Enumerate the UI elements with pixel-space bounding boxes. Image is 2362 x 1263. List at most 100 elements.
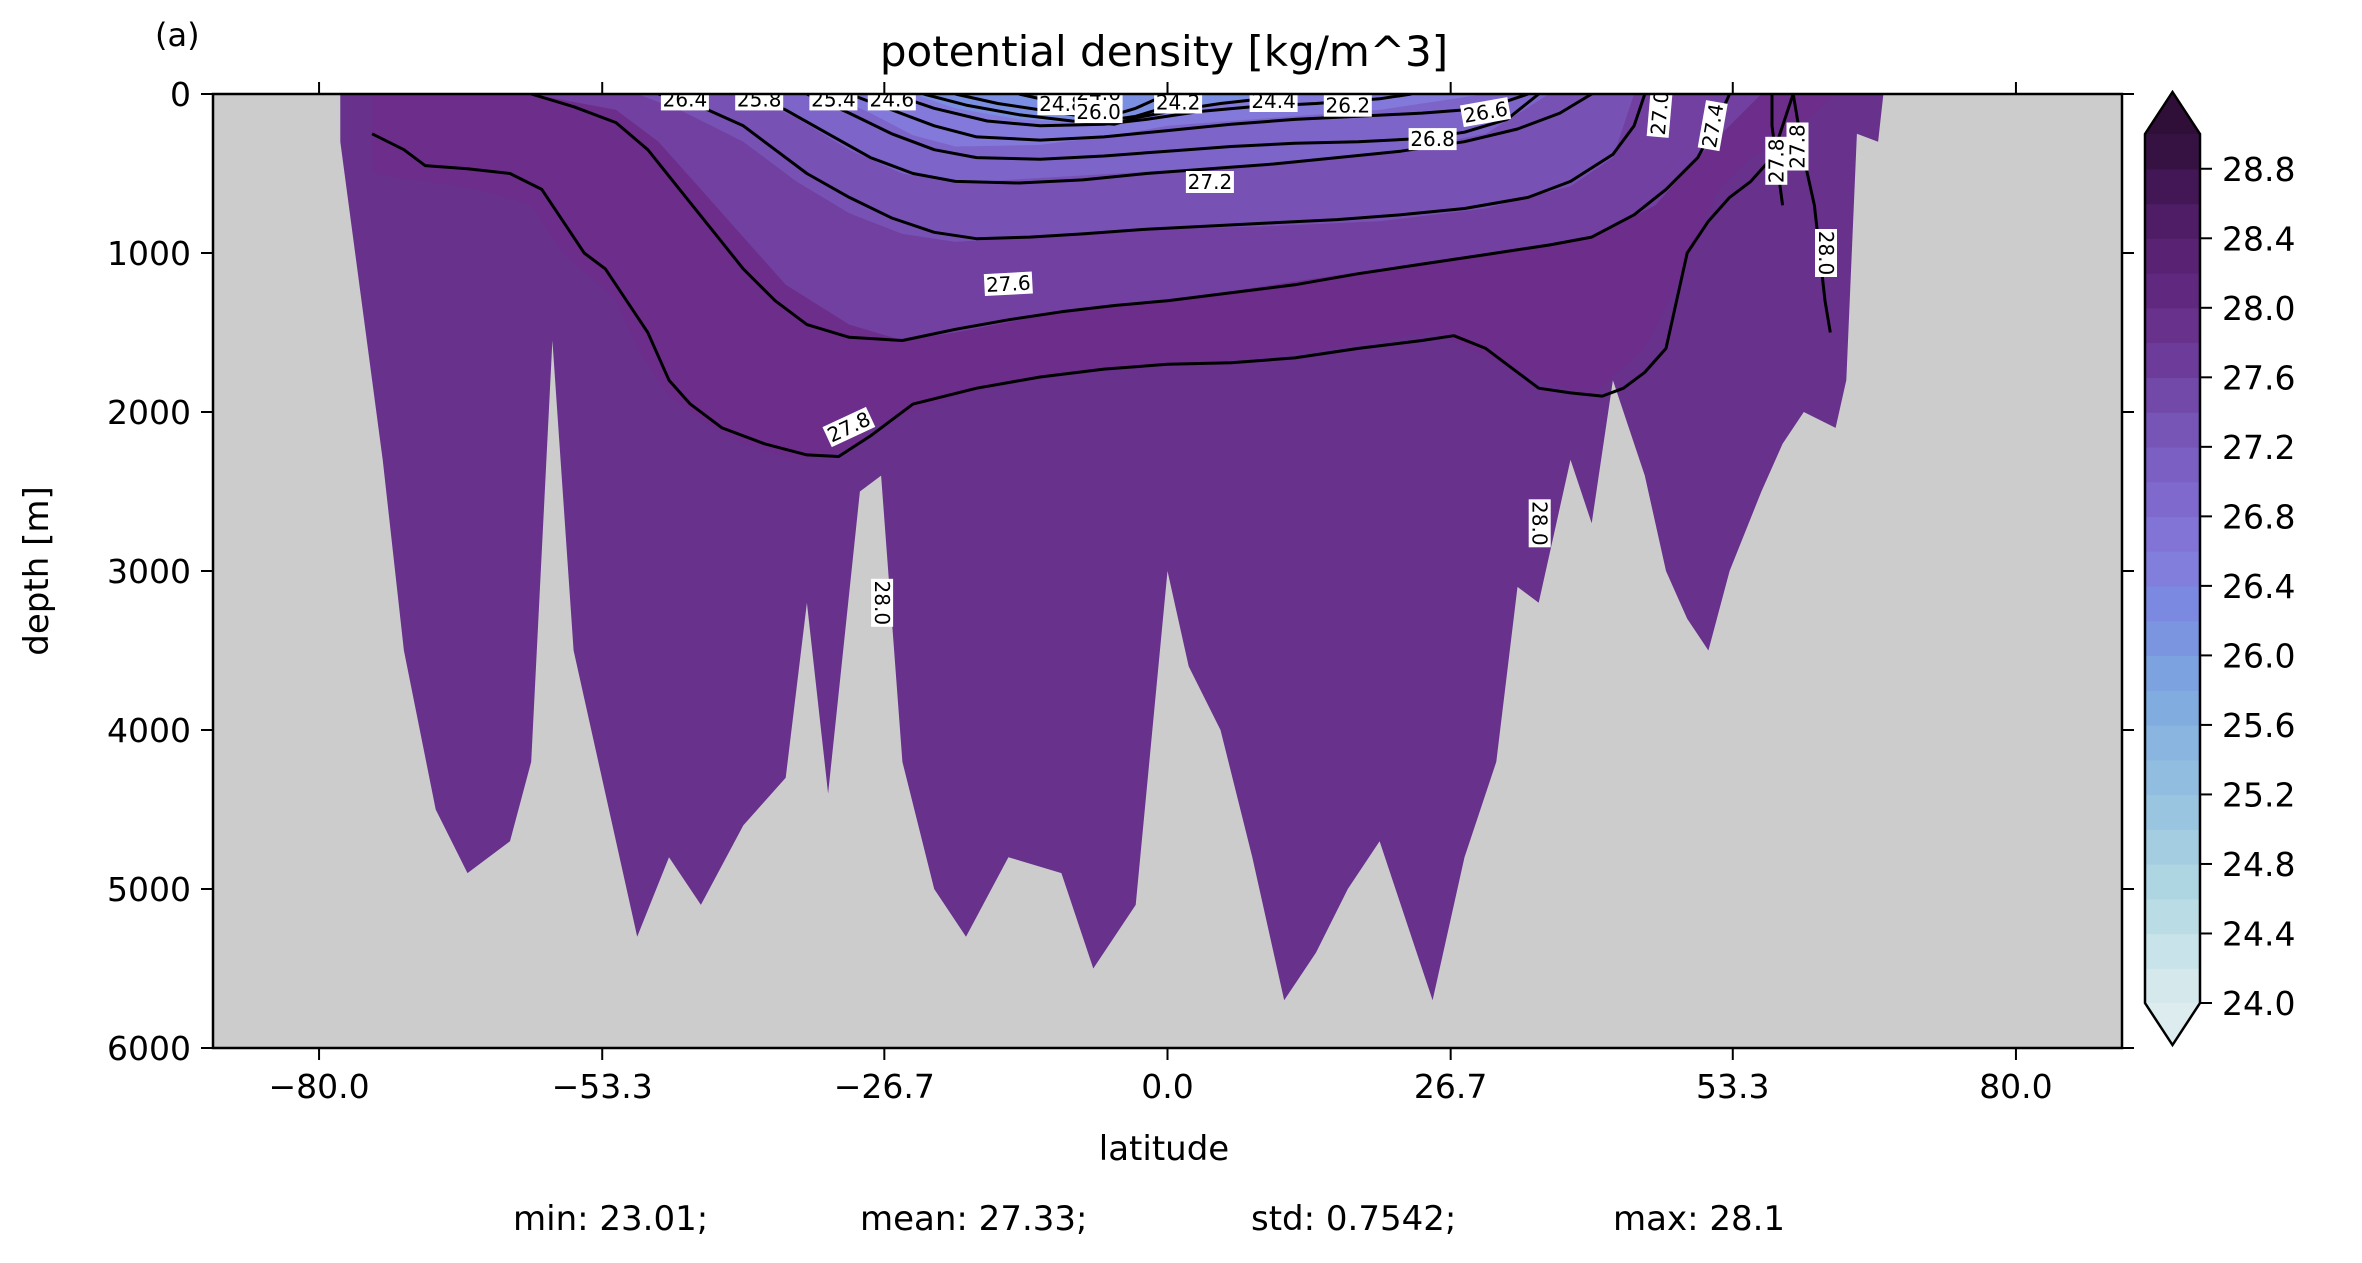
contour-label-bg (871, 578, 894, 627)
contour-label-3: 24.6 (867, 87, 916, 111)
contour-label-7: 24.2 (1154, 91, 1203, 115)
contour-label-0: 26.4 (660, 87, 709, 111)
contour-label-bg (1815, 229, 1837, 277)
chart-title: potential density [kg/m^3] (880, 27, 1448, 76)
contour-label-bg (1037, 94, 1086, 116)
colorbar-segment (2145, 898, 2200, 935)
contour-label-bg (1765, 136, 1788, 185)
x-axis-label: latitude (1099, 1129, 1229, 1169)
contour-27-6-1 (530, 94, 1731, 342)
colorbar-segment (2145, 794, 2200, 830)
contour-label-text: 28.0 (870, 581, 894, 626)
contour-label-5: 26.0 (1074, 100, 1123, 124)
colorbar-segment (2145, 690, 2200, 726)
colorbar-segment (2145, 377, 2200, 413)
y-tick-label: 1000 (107, 234, 191, 273)
contour-label-8: 24.4 (1249, 89, 1298, 113)
contour-label-text: 26.2 (1326, 94, 1371, 118)
contour-label-text: 27.8 (1786, 124, 1810, 169)
contour-label-text: 27.2 (1188, 170, 1233, 194)
contour-label-text: 27.0 (1646, 90, 1674, 136)
colorbar-segment (2145, 551, 2200, 587)
contour-label-12: 27.2 (1185, 170, 1234, 194)
contour-26-6-5 (848, 94, 1529, 142)
colorbar-segment (2145, 759, 2200, 796)
contour-label-bg (1459, 97, 1512, 128)
contour-label-text: 28.0 (1528, 501, 1552, 546)
contour-label-bg (1074, 94, 1123, 104)
contour-label-text: 26.8 (1410, 127, 1455, 151)
colorbar-segment (2145, 481, 2200, 517)
colorbar: 24.0 24.4 24.8 25.2 25.6 26.0 26.4 26.8 27.2 27.6… (2143, 89, 2295, 1048)
x-tick-label: 0.0 (1141, 1067, 1193, 1106)
contour-label-bg (1323, 94, 1372, 117)
contour-label-bg (867, 94, 916, 111)
x-axis: −80.0 −53.3 −26.7 0.0 26.7 53.3 80.0 (268, 82, 2053, 1106)
contour-label-text: 27.6 (985, 271, 1031, 297)
contour-label-text: 24.6 (870, 87, 915, 111)
contour-label-text: 24.2 (1156, 91, 1201, 115)
colorbar-extend-max (2145, 92, 2200, 134)
x-tick-label: −26.7 (834, 1067, 935, 1106)
contour-label-bg (1249, 94, 1298, 112)
contour-label-text: 24.4 (1251, 89, 1296, 113)
colorbar-segment (2145, 446, 2200, 483)
y-tick-label: 4000 (107, 711, 191, 750)
colorbar-tick-label: 26.8 (2222, 497, 2295, 536)
colorbar-tick-label: 24.0 (2222, 984, 2295, 1023)
colorbar-segment (2145, 412, 2200, 448)
contour-26-0-7 (923, 94, 1296, 126)
y-tick-label: 2000 (107, 393, 191, 432)
colorbar-segment (2145, 273, 2200, 309)
colorbar-segment (2145, 307, 2200, 344)
colorbar-segment (2145, 829, 2200, 865)
colorbar-tick-label: 26.4 (2222, 567, 2295, 606)
y-tick-label: 3000 (107, 552, 191, 591)
colorbar-tick-label: 24.4 (2222, 914, 2295, 953)
stat-mean: mean: 27.33; (860, 1199, 1087, 1239)
contour-label-text: 25.4 (811, 87, 856, 111)
contour-label-bg (1074, 101, 1123, 124)
contour-label-text: 26.4 (663, 87, 708, 111)
x-tick-label: 80.0 (1979, 1067, 2052, 1106)
colorbar-tick-label: 28.4 (2222, 219, 2295, 258)
contour-label-bg (809, 94, 858, 111)
contour-label-text: 27.8 (1764, 139, 1788, 184)
plot-area: 26.4 25.8 25.4 24.6 24.826.024.6 24.2 24.4 26.2… (213, 87, 2122, 1048)
contour-label-13: 27.6 (983, 271, 1033, 297)
contour-labels: 26.4 25.8 25.4 24.6 24.826.024.6 24.2 24.4 26.2… (660, 87, 1838, 627)
y-tick-label: 5000 (107, 870, 191, 909)
colorbar-tick-label: 28.0 (2222, 289, 2295, 328)
contour-label-bg (983, 271, 1033, 297)
contour-label-bg (1697, 100, 1728, 152)
colorbar-tick-label: 24.8 (2222, 845, 2295, 884)
colorbar-tick-label: 27.2 (2222, 428, 2295, 467)
colorbar-segment (2145, 203, 2200, 239)
contour-label-bg (735, 94, 784, 111)
x-tick-label: −80.0 (268, 1067, 369, 1106)
colorbar-tick-label: 25.6 (2222, 706, 2295, 745)
contour-label-9: 26.2 (1323, 94, 1372, 118)
colorbar-segment (2145, 168, 2200, 205)
contour-label-4: 24.8 (1037, 94, 1086, 116)
contour-27-2-2 (657, 94, 1647, 241)
colorbar-segment (2145, 933, 2200, 969)
colorbar-segment (2145, 968, 2200, 1004)
contour-label-15: 27.0 (1646, 90, 1674, 138)
x-tick-label: 53.3 (1696, 1067, 1769, 1106)
colorbar-segment (2145, 864, 2200, 900)
stat-max: max: 28.1 (1613, 1199, 1785, 1239)
stat-min: min: 23.01; (513, 1199, 708, 1239)
contour-label-11: 26.8 (1408, 127, 1457, 151)
contour-label-bg (1528, 499, 1551, 548)
colorbar-segment (2145, 655, 2200, 691)
y-tick-label: 0 (170, 75, 191, 114)
x-tick-label: 26.7 (1414, 1067, 1487, 1106)
colorbar-segment (2145, 134, 2200, 170)
colorbar-segment (2145, 342, 2200, 378)
y-axis: 0 1000 2000 3000 4000 5000 6000 (107, 75, 2134, 1068)
colorbar-segment (2145, 516, 2200, 552)
contour-label-text: 26.0 (1076, 100, 1121, 124)
contour-label-bg (1154, 94, 1203, 114)
